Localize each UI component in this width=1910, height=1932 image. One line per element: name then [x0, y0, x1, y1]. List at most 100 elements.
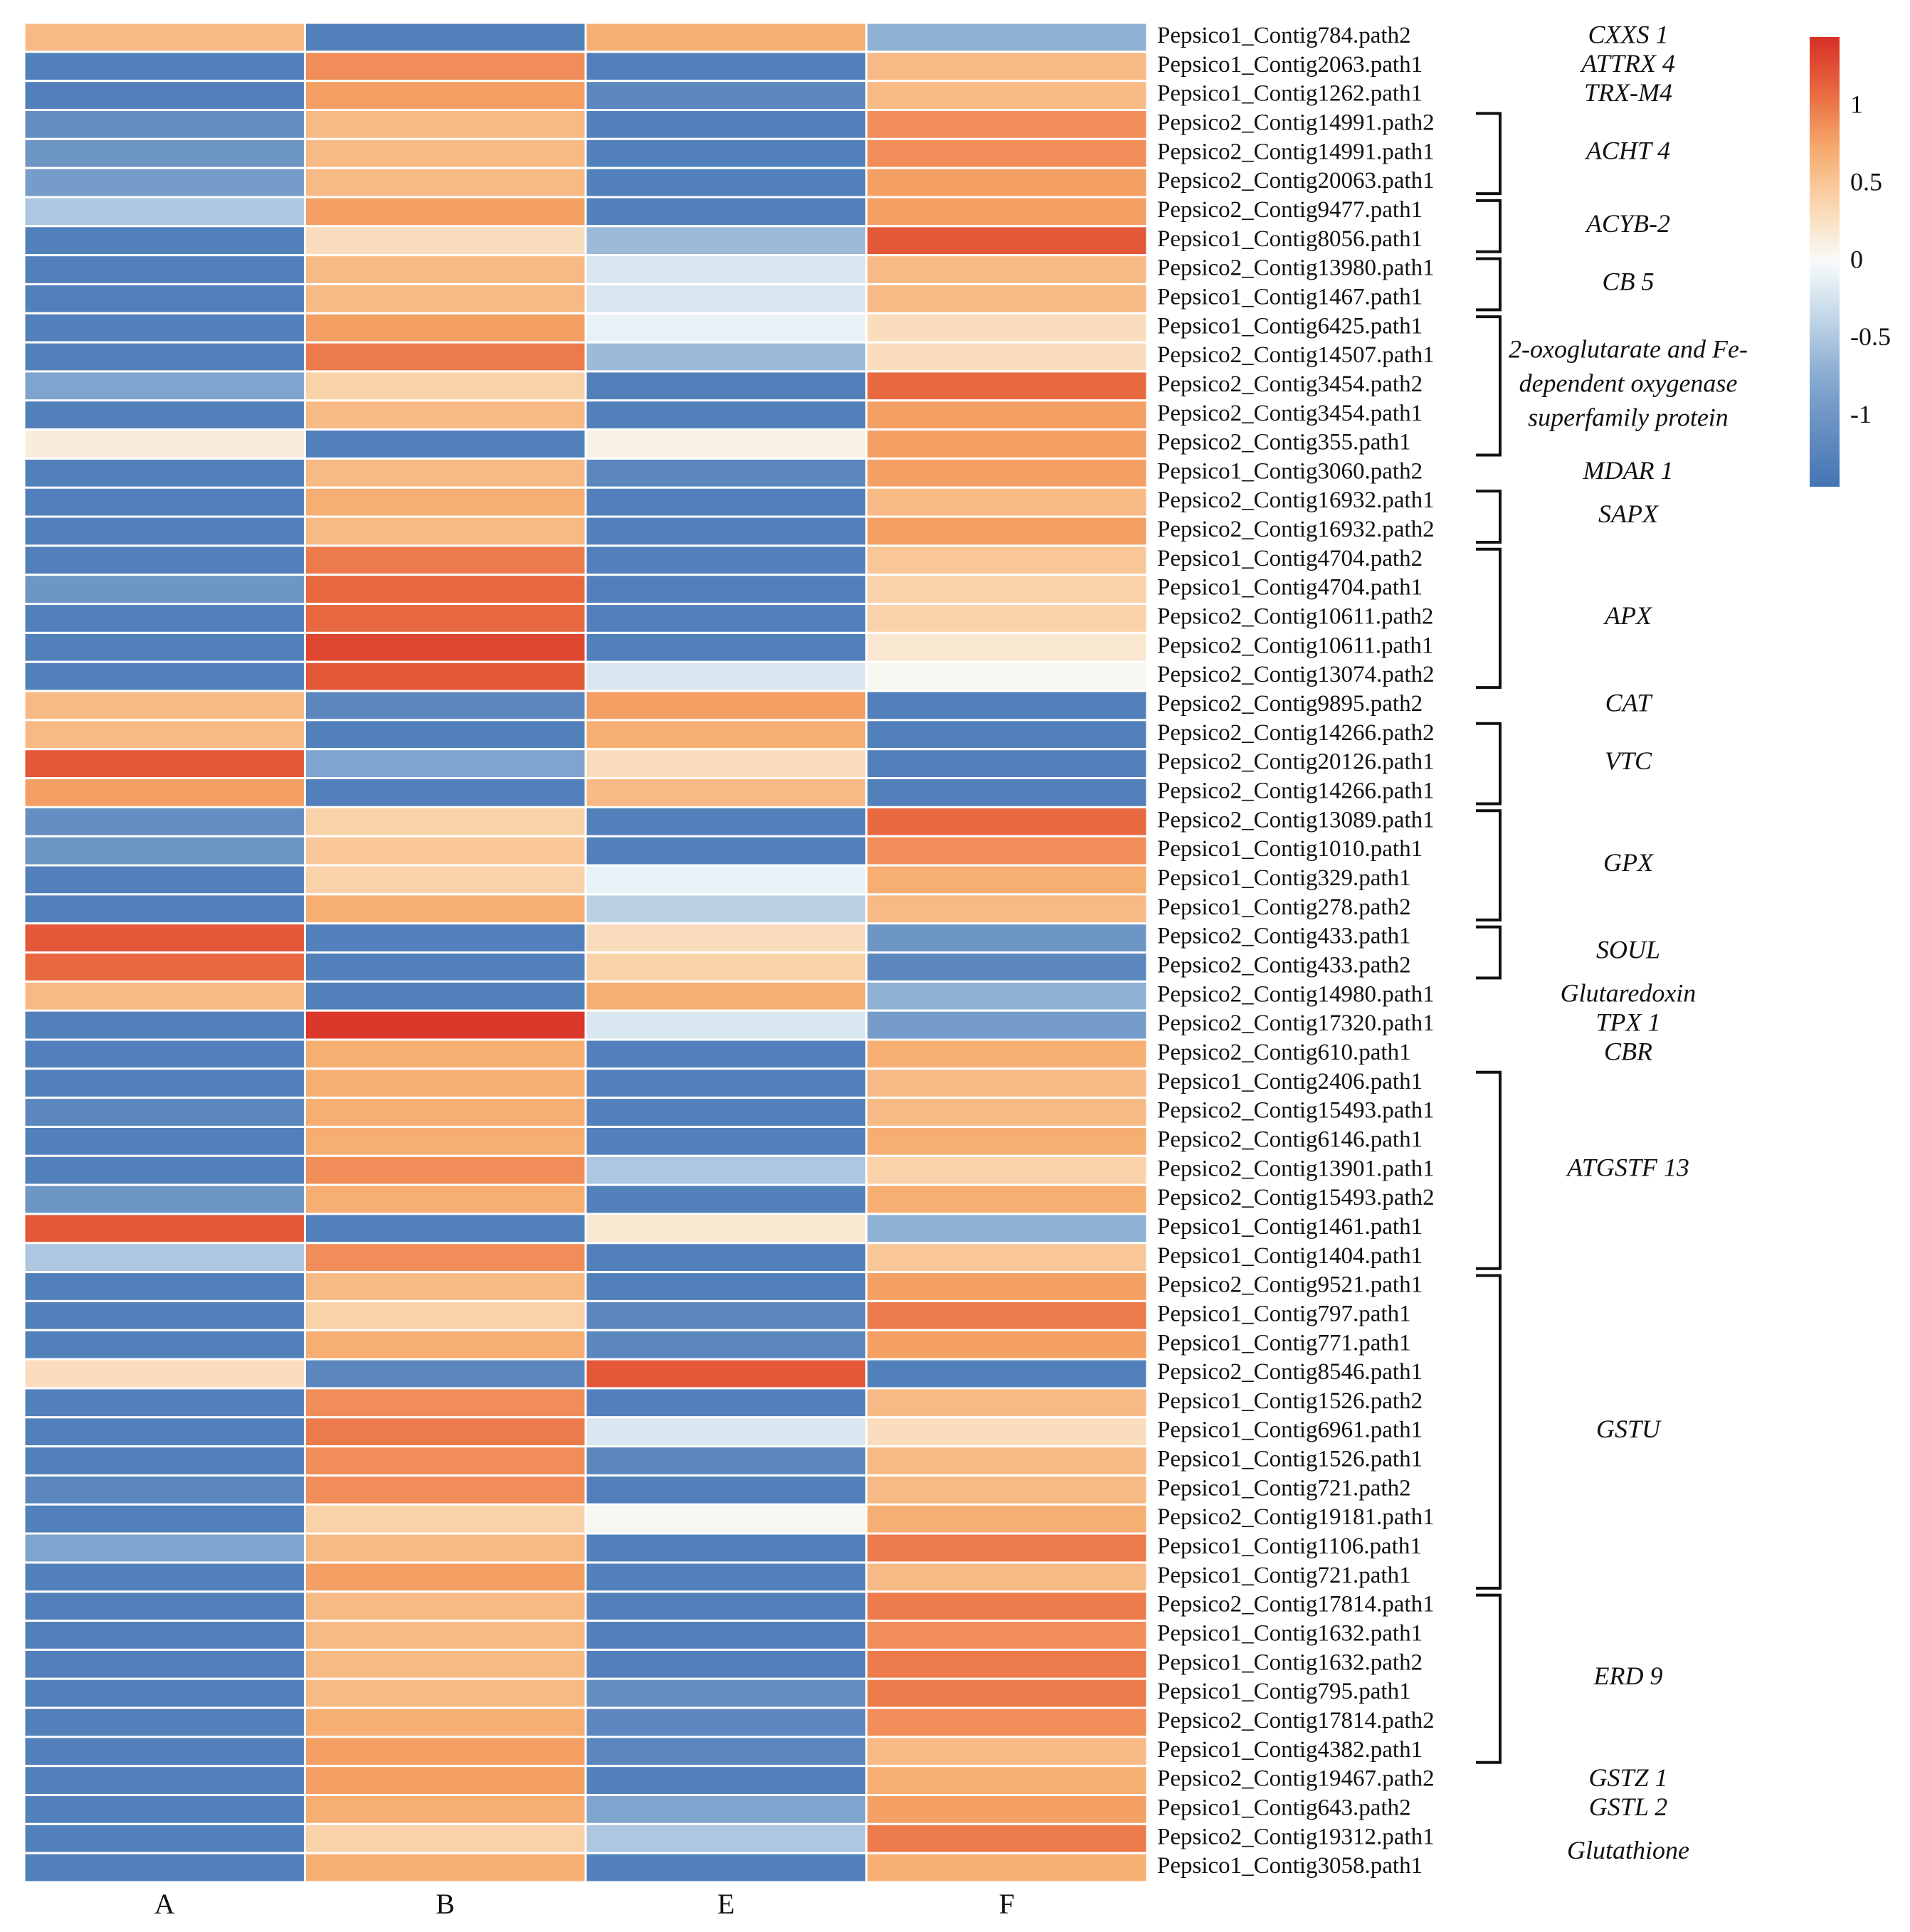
- row-label: Pepsico2_Contig19467.path2: [1157, 1766, 1435, 1792]
- heatmap-cell-27-e: [584, 777, 867, 808]
- row-label: Pepsico2_Contig9477.path1: [1157, 197, 1423, 223]
- heatmap-cell-28-f: [865, 806, 1149, 838]
- heatmap-cell-44-f: [865, 1271, 1149, 1302]
- heatmap-cell-15-e: [584, 428, 867, 460]
- heatmap-cell-60-a: [23, 1736, 306, 1768]
- heatmap-cell-1-b: [304, 21, 587, 53]
- heatmap-cell-54-b: [304, 1561, 587, 1593]
- row-label: Pepsico2_Contig14266.path1: [1157, 778, 1435, 804]
- heatmap-cell-10-e: [584, 283, 867, 315]
- heatmap-cell-43-e: [584, 1242, 867, 1274]
- column-label-a: A: [154, 1888, 175, 1920]
- heatmap-cell-32-e: [584, 922, 867, 954]
- row-label: Pepsico1_Contig1526.path2: [1157, 1388, 1423, 1414]
- heatmap-cell-7-b: [304, 196, 587, 228]
- heatmap-cell-40-b: [304, 1154, 587, 1186]
- gene-label-soul: SOUL: [1596, 936, 1660, 964]
- heatmap-cell-43-a: [23, 1242, 306, 1274]
- heatmap-cell-47-e: [584, 1358, 867, 1390]
- heatmap-cell-38-f: [865, 1097, 1149, 1128]
- gene-label-gstz-1: GSTZ 1: [1588, 1763, 1667, 1792]
- heatmap-cell-51-e: [584, 1474, 867, 1506]
- heatmap-cell-28-e: [584, 806, 867, 838]
- row-label: Pepsico2_Contig610.path1: [1157, 1040, 1411, 1065]
- heatmap-cell-6-b: [304, 167, 587, 199]
- row-label: Pepsico1_Contig1404.path1: [1157, 1243, 1423, 1269]
- heatmap-cell-36-f: [865, 1038, 1149, 1070]
- heatmap-cell-64-f: [865, 1852, 1149, 1884]
- heatmap-cell-6-e: [584, 167, 867, 199]
- row-label: Pepsico2_Contig19181.path1: [1157, 1504, 1435, 1530]
- row-label: Pepsico1_Contig278.path2: [1157, 894, 1411, 920]
- heatmap-cell-14-b: [304, 399, 587, 431]
- heatmap-cell-39-a: [23, 1125, 306, 1157]
- heatmap-cell-21-a: [23, 603, 306, 634]
- gene-label-erd-9: ERD 9: [1593, 1662, 1663, 1690]
- gene-label-cb-5: CB 5: [1602, 268, 1654, 296]
- column-label-f: F: [999, 1888, 1015, 1920]
- heatmap-cell-15-f: [865, 428, 1149, 460]
- heatmap-cell-51-b: [304, 1474, 587, 1506]
- heatmap-cell-60-e: [584, 1736, 867, 1768]
- row-label: Pepsico1_Contig1526.path1: [1157, 1447, 1423, 1472]
- heatmap-cell-57-f: [865, 1648, 1149, 1680]
- heatmap-cell-40-f: [865, 1154, 1149, 1186]
- heatmap-cell-39-f: [865, 1125, 1149, 1157]
- heatmap-cell-64-e: [584, 1852, 867, 1884]
- heatmap-cell-34-a: [23, 980, 306, 1012]
- heatmap-cell-36-b: [304, 1038, 587, 1070]
- heatmap-cell-24-e: [584, 690, 867, 722]
- row-label: Pepsico2_Contig10611.path2: [1157, 604, 1433, 630]
- heatmap-cell-58-b: [304, 1677, 587, 1709]
- heatmap-cell-49-a: [23, 1416, 306, 1448]
- heatmap-cell-24-b: [304, 690, 587, 722]
- row-label: Pepsico1_Contig643.path2: [1157, 1795, 1411, 1821]
- row-label: Pepsico2_Contig433.path1: [1157, 924, 1411, 949]
- heatmap-cell-58-a: [23, 1677, 306, 1709]
- heatmap-cell-18-b: [304, 515, 587, 547]
- heatmap-cell-4-e: [584, 108, 867, 140]
- heatmap-cell-57-b: [304, 1648, 587, 1680]
- colorbar-tick-label: 0: [1850, 245, 1863, 273]
- column-label-e: E: [717, 1888, 734, 1920]
- heatmap-cell-46-f: [865, 1329, 1149, 1361]
- heatmap-cell-17-b: [304, 486, 587, 518]
- heatmap-cell-31-e: [584, 893, 867, 925]
- heatmap-cell-37-a: [23, 1067, 306, 1099]
- heatmap-cell-31-b: [304, 893, 587, 925]
- heatmap-cell-19-b: [304, 544, 587, 576]
- heatmap-cell-63-f: [865, 1822, 1149, 1854]
- heatmap-cell-2-a: [23, 51, 306, 83]
- heatmap-cell-14-f: [865, 399, 1149, 431]
- heatmap-cell-24-a: [23, 690, 306, 722]
- bracket-atgstf-13: [1476, 1070, 1502, 1270]
- heatmap-cell-42-e: [584, 1213, 867, 1245]
- heatmap-cell-8-b: [304, 225, 587, 257]
- heatmap-cell-10-f: [865, 283, 1149, 315]
- bracket-acht-4: [1476, 112, 1502, 196]
- heatmap-cell-16-a: [23, 457, 306, 489]
- heatmap-cell-13-a: [23, 370, 306, 402]
- heatmap-cell-48-e: [584, 1387, 867, 1419]
- heatmap-cell-20-e: [584, 574, 867, 606]
- heatmap-cell-63-e: [584, 1822, 867, 1854]
- heatmap-cell-15-a: [23, 428, 306, 460]
- heatmap-cell-48-f: [865, 1387, 1149, 1419]
- heatmap-cell-34-e: [584, 980, 867, 1012]
- row-label: Pepsico1_Contig2406.path1: [1157, 1069, 1423, 1094]
- heatmap-cell-8-a: [23, 225, 306, 257]
- heatmap-cell-30-a: [23, 864, 306, 896]
- heatmap-cell-58-e: [584, 1677, 867, 1709]
- gene-label-acht-4: ACHT 4: [1585, 137, 1670, 165]
- row-label: Pepsico2_Contig17814.path2: [1157, 1708, 1435, 1733]
- heatmap-cell-47-b: [304, 1358, 587, 1390]
- heatmap-cell-14-e: [584, 399, 867, 431]
- heatmap-cell-36-a: [23, 1038, 306, 1070]
- heatmap-cell-41-e: [584, 1183, 867, 1215]
- row-label: Pepsico1_Contig721.path1: [1157, 1563, 1411, 1588]
- heatmap-cell-11-f: [865, 312, 1149, 344]
- heatmap-cell-53-b: [304, 1532, 587, 1564]
- heatmap-cell-56-e: [584, 1620, 867, 1651]
